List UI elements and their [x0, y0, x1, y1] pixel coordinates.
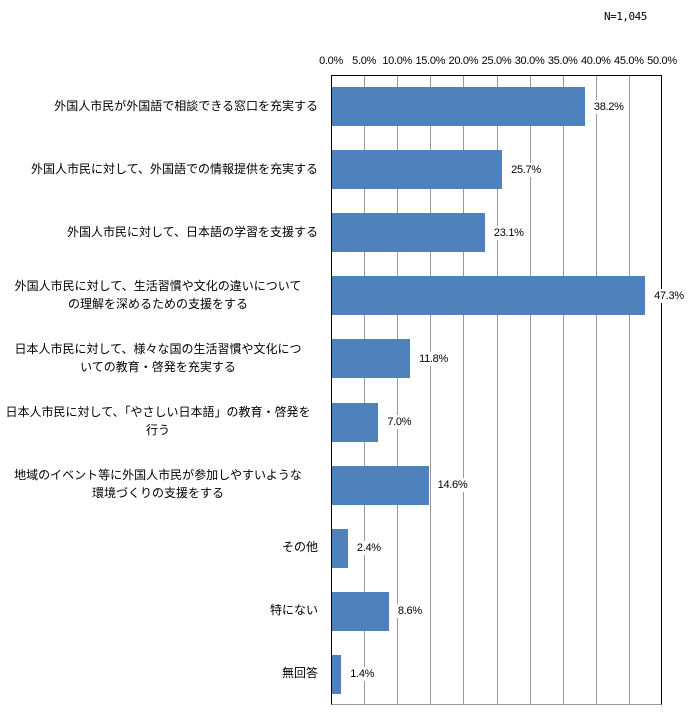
- category-label: 特にない: [0, 601, 318, 619]
- bar: [332, 465, 429, 505]
- x-tick-label: 40.0%: [580, 55, 611, 67]
- category-label-line: 外国人市民に対して、日本語の学習を支援する: [66, 224, 318, 239]
- bar: [332, 591, 389, 631]
- plot-area: 38.2% 25.7% 23.1% 47.3% 11.8% 7.0% 14.6% 2.4% 8.…: [331, 75, 687, 705]
- bar-value-label: 25.7%: [508, 162, 544, 177]
- category-label-line: いての教育・啓発を充実する: [80, 359, 236, 374]
- bar-value-label: 2.4%: [353, 541, 384, 556]
- bar: [332, 528, 348, 568]
- gridline: [364, 76, 366, 704]
- gridline: [463, 76, 465, 704]
- category-label: 外国人市民に対して、日本語の学習を支援する: [0, 223, 318, 241]
- sample-size-label: N=1,045: [604, 10, 647, 23]
- x-tick-label: 15.0%: [415, 55, 446, 67]
- category-label: 日本人市民に対して、「やさしい日本語」の教育・啓発を 行う: [0, 403, 318, 439]
- x-tick-label: 20.0%: [448, 55, 479, 67]
- category-label: その他: [0, 538, 318, 556]
- x-tick-label: 10.0%: [382, 55, 413, 67]
- category-label: 外国人市民に対して、外国語での情報提供を充実する: [0, 160, 318, 178]
- category-label: 外国人市民が外国語で相談できる窓口を充実する: [0, 97, 318, 115]
- gridline: [496, 76, 498, 704]
- category-label: 無回答: [0, 664, 318, 682]
- category-label-line: 日本人市民に対して、様々な国の生活習慣や文化につ: [14, 341, 302, 356]
- x-tick-label: 35.0%: [547, 55, 578, 67]
- category-label: 日本人市民に対して、様々な国の生活習慣や文化につ いての教育・啓発を充実する: [0, 340, 318, 376]
- x-tick-label: 45.0%: [614, 55, 644, 67]
- bar-value-label: 11.8%: [416, 351, 451, 366]
- category-label-line: 外国人市民が外国語で相談できる窓口を充実する: [54, 98, 318, 113]
- gridline: [595, 76, 597, 704]
- category-label-line: の理解を深めるための支援をする: [67, 296, 248, 311]
- gridline: [628, 76, 630, 704]
- gridline: [529, 76, 531, 704]
- category-label-line: その他: [281, 540, 318, 555]
- x-tick-label: 30.0%: [514, 55, 545, 67]
- bar: [332, 150, 503, 190]
- bar: [332, 654, 342, 694]
- bar: [332, 213, 485, 253]
- bar-value-label: 14.6%: [434, 478, 471, 493]
- bar-value-label: 38.2%: [590, 99, 627, 114]
- bar-value-label: 7.0%: [384, 415, 415, 429]
- category-label-line: 外国人市民に対して、外国語での情報提供を充実する: [30, 161, 318, 176]
- category-label: 外国人市民に対して、生活習慣や文化の違いについて の理解を深めるための支援をする: [0, 277, 318, 313]
- category-label-line: 特にない: [269, 603, 318, 618]
- bar: [332, 402, 379, 442]
- category-label-line: 外国人市民に対して、生活習慣や文化の違いについて: [14, 278, 302, 293]
- x-tick-label: 50.0%: [647, 55, 677, 67]
- gridline: [430, 76, 432, 704]
- bar: [332, 87, 585, 126]
- bar-value-label: 1.4%: [347, 667, 378, 682]
- x-axis-tick-labels: 0.0% 5.0% 10.0% 15.0% 20.0% 25.0% 30.0% 35.0% 40…: [0, 55, 700, 69]
- category-label-line: 環境づくりの支援をする: [91, 486, 224, 501]
- bar-value-label: 8.6%: [394, 604, 425, 619]
- x-tick-label: 25.0%: [481, 55, 512, 67]
- gridline: [562, 76, 564, 704]
- category-label-line: 日本人市民に対して、「やさしい日本語」の教育・啓発を: [5, 405, 311, 419]
- category-label-line: 地域のイベント等に外国人市民が参加しやすいような: [14, 468, 302, 483]
- category-label-line: 無回答: [281, 666, 318, 681]
- bar-value-label: 47.3%: [651, 288, 687, 303]
- bar: [332, 276, 646, 316]
- gridline: [397, 76, 399, 704]
- bar: [332, 339, 411, 379]
- x-tick-label: 5.0%: [352, 55, 377, 67]
- x-tick-label: 0.0%: [319, 55, 343, 67]
- category-label: 地域のイベント等に外国人市民が参加しやすいような 環境づくりの支援をする: [0, 466, 318, 502]
- category-label-line: 行う: [145, 423, 170, 437]
- bar-value-label: 23.1%: [490, 225, 527, 240]
